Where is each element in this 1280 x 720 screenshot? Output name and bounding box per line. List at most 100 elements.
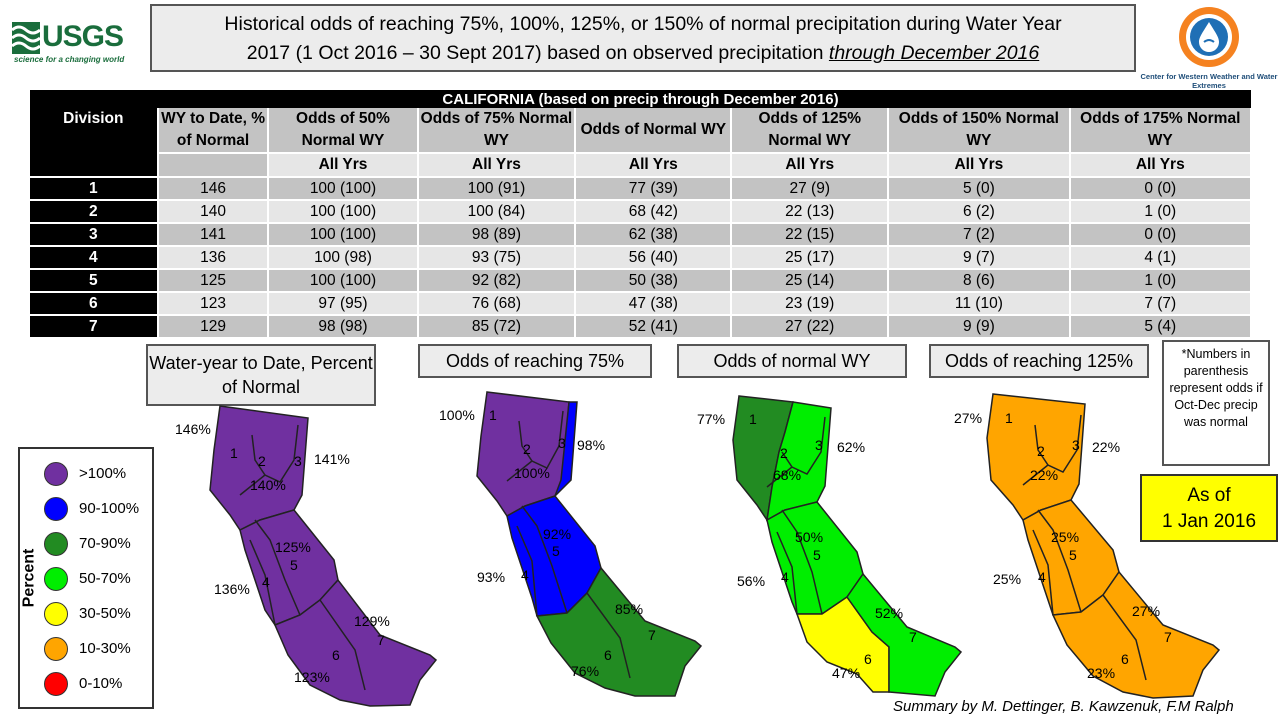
map-label-div3: 141% bbox=[314, 451, 350, 467]
usgs-wordmark: USGS bbox=[42, 20, 124, 53]
odds-175-cell: 0 (0) bbox=[1069, 177, 1253, 201]
map-label-div7: 85% bbox=[615, 601, 643, 617]
table-row: 6 123 97 (95) 76 (68) 47 (38) 23 (19) 11… bbox=[30, 292, 1253, 316]
table-row: 2 140 100 (100) 100 (84) 68 (42) 22 (13)… bbox=[30, 200, 1253, 224]
map-label-div6: 123% bbox=[294, 669, 330, 685]
map-label-div5: 50% bbox=[795, 529, 823, 545]
map-title-odds-75: Odds of reaching 75% bbox=[418, 344, 652, 378]
map-label-div7: 27% bbox=[1132, 603, 1160, 619]
odds-150-cell: 5 (0) bbox=[888, 177, 1071, 201]
table-row: 4 136 100 (98) 93 (75) 56 (40) 25 (17) 9… bbox=[30, 246, 1253, 270]
odds-normal-cell: 68 (42) bbox=[575, 200, 733, 224]
odds-150-cell: 11 (10) bbox=[888, 292, 1071, 316]
odds-175-cell: 1 (0) bbox=[1069, 269, 1253, 293]
map-label-div5: 25% bbox=[1051, 529, 1079, 545]
odds-175-cell: 0 (0) bbox=[1069, 223, 1253, 247]
map-title-wytd: Water-year to Date, Percent of Normal bbox=[146, 344, 376, 406]
header-odds-normal: Odds of Normal WY bbox=[575, 108, 733, 154]
california-outline bbox=[209, 405, 438, 707]
division-number: 7 bbox=[377, 632, 385, 648]
division-number: 4 bbox=[262, 574, 270, 590]
wytd-cell: 129 bbox=[157, 315, 270, 339]
odds-125-cell: 25 (17) bbox=[731, 246, 890, 270]
division-number: 2 bbox=[258, 453, 266, 469]
table-caption: CALIFORNIA (based on precip through Dece… bbox=[30, 90, 1251, 108]
title-line-1: Historical odds of reaching 75%, 100%, 1… bbox=[224, 13, 1062, 35]
division-cell: 1 bbox=[30, 177, 159, 201]
map-odds-75: 1 2 3 4 5 6 7 100% 100% 98% 93% 92% 76% … bbox=[439, 391, 703, 697]
map-label-div5: 92% bbox=[543, 526, 571, 542]
wytd-cell: 146 bbox=[157, 177, 270, 201]
region-south bbox=[535, 566, 703, 697]
division-number: 4 bbox=[521, 567, 529, 583]
odds-75-cell: 98 (89) bbox=[417, 223, 577, 247]
header-odds-175: Odds of 175% Normal WY bbox=[1069, 108, 1253, 154]
division-number: 4 bbox=[781, 569, 789, 585]
map-label-div1: 27% bbox=[954, 410, 982, 426]
odds-175-cell: 7 (7) bbox=[1069, 292, 1253, 316]
division-number: 3 bbox=[294, 453, 302, 469]
division-number: 7 bbox=[648, 627, 656, 643]
wytd-cell: 123 bbox=[157, 292, 270, 316]
sub-header-blank bbox=[157, 153, 270, 178]
header-odds-125: Odds of 125% Normal WY bbox=[731, 108, 890, 154]
odds-normal-cell: 77 (39) bbox=[575, 177, 733, 201]
wytd-cell: 141 bbox=[157, 223, 270, 247]
wytd-cell: 125 bbox=[157, 269, 270, 293]
sub-header-all-yrs: All Yrs bbox=[731, 153, 890, 178]
division-number: 6 bbox=[864, 651, 872, 667]
odds-75-cell: 93 (75) bbox=[417, 246, 577, 270]
division-number: 1 bbox=[489, 407, 497, 423]
map-label-div6: 23% bbox=[1087, 665, 1115, 681]
map-label-div6: 76% bbox=[571, 663, 599, 679]
division-number: 4 bbox=[1038, 569, 1046, 585]
map-label-div6: 47% bbox=[832, 665, 860, 681]
map-odds-normal: 1 2 3 4 5 6 7 77% 68% 62% 56% 50% 47% 52… bbox=[697, 395, 963, 697]
region-south-east bbox=[846, 572, 963, 697]
usgs-wave-icon bbox=[12, 22, 41, 54]
odds-75-cell: 76 (68) bbox=[417, 292, 577, 316]
odds-150-cell: 8 (6) bbox=[888, 269, 1071, 293]
division-number: 5 bbox=[1069, 547, 1077, 563]
odds-125-cell: 22 (15) bbox=[731, 223, 890, 247]
sub-header-all-yrs: All Yrs bbox=[1069, 153, 1253, 178]
header-odds-50: Odds of 50% Normal WY bbox=[268, 108, 419, 154]
california-outline bbox=[476, 391, 703, 697]
wytd-cell: 136 bbox=[157, 246, 270, 270]
california-outline bbox=[986, 393, 1221, 699]
title-line-2: 2017 (1 Oct 2016 – 30 Sept 2017) based o… bbox=[152, 39, 1134, 68]
legend-title: Percent bbox=[20, 548, 38, 608]
division-number: 7 bbox=[1164, 629, 1172, 645]
odds-normal-cell: 56 (40) bbox=[575, 246, 733, 270]
legend-swatch bbox=[44, 672, 68, 696]
header-division: Division bbox=[30, 108, 159, 178]
division-number: 2 bbox=[780, 445, 788, 461]
map-odds-125: 1 2 3 4 5 6 7 27% 22% 22% 25% 25% 23% 27… bbox=[954, 393, 1221, 699]
division-number: 5 bbox=[552, 543, 560, 559]
division-number: 2 bbox=[1037, 443, 1045, 459]
odds-normal-cell: 47 (38) bbox=[575, 292, 733, 316]
header-odds-150: Odds of 150% Normal WY bbox=[888, 108, 1071, 154]
map-label-div7: 129% bbox=[354, 613, 390, 629]
cw3e-drop-icon bbox=[1179, 7, 1239, 67]
legend-swatch bbox=[44, 602, 68, 626]
division-cell: 7 bbox=[30, 315, 159, 339]
odds-75-cell: 85 (72) bbox=[417, 315, 577, 339]
map-label-div1: 146% bbox=[175, 421, 211, 437]
odds-50-cell: 100 (100) bbox=[268, 200, 419, 224]
legend-label: >100% bbox=[79, 465, 127, 482]
legend-swatch bbox=[44, 462, 68, 486]
wytd-cell: 140 bbox=[157, 200, 270, 224]
sub-header-all-yrs: All Yrs bbox=[575, 153, 733, 178]
division-number: 3 bbox=[1072, 437, 1080, 453]
california-outline bbox=[732, 395, 963, 697]
odds-50-cell: 97 (95) bbox=[268, 292, 419, 316]
legend-swatch bbox=[44, 532, 68, 556]
as-of-label: As of bbox=[1187, 485, 1231, 506]
legend-label: 50-70% bbox=[79, 570, 131, 587]
division-cell: 4 bbox=[30, 246, 159, 270]
table-row: 3 141 100 (100) 98 (89) 62 (38) 22 (15) … bbox=[30, 223, 1253, 247]
map-title-odds-125: Odds of reaching 125% bbox=[929, 344, 1149, 378]
odds-75-cell: 92 (82) bbox=[417, 269, 577, 293]
map-label-div4: 136% bbox=[214, 581, 250, 597]
